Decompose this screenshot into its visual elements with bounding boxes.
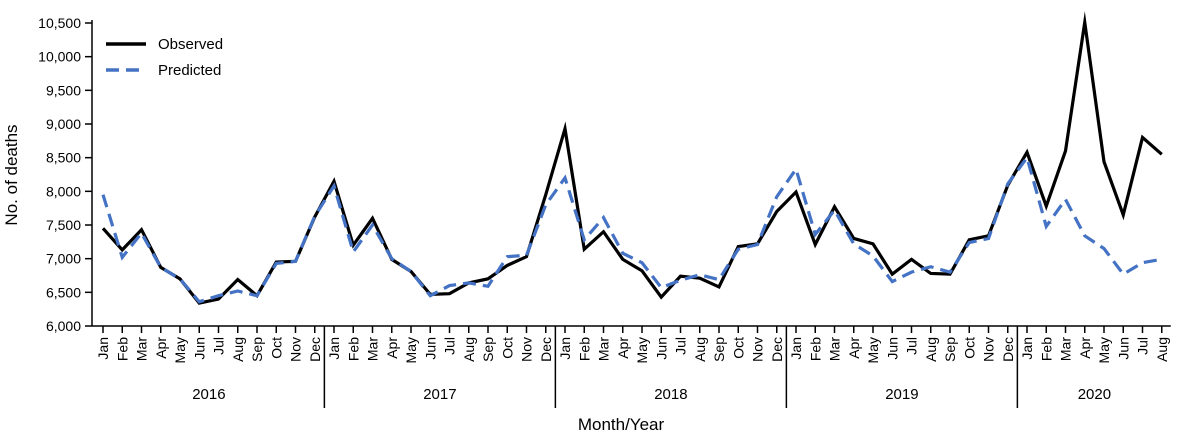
x-tick-label: Mar xyxy=(134,337,150,361)
x-tick-label: Dec xyxy=(769,337,785,362)
x-tick-label: Jan xyxy=(788,337,804,360)
x-tick-label: Apr xyxy=(384,337,400,359)
x-tick-label: Jul xyxy=(673,337,689,355)
x-tick-label: Nov xyxy=(981,337,997,362)
x-tick-label: Apr xyxy=(846,337,862,359)
x-tick-label: May xyxy=(172,337,188,363)
year-label: 2019 xyxy=(885,386,918,403)
x-tick-label: Mar xyxy=(1058,337,1074,361)
x-tick-label: Sep xyxy=(942,337,958,362)
year-label: 2018 xyxy=(654,386,687,403)
year-label: 2020 xyxy=(1078,386,1111,403)
series-layer xyxy=(101,11,1163,305)
x-tick-label: Apr xyxy=(153,337,169,359)
x-axis-title: Month/Year xyxy=(578,415,665,434)
x-tick-label: Feb xyxy=(807,337,823,361)
x-tick-label: Jan xyxy=(95,337,111,360)
x-tick-label: Nov xyxy=(519,337,535,362)
x-tick-label: Jul xyxy=(211,337,227,355)
x-tick-label: Jul xyxy=(442,337,458,355)
year-label: 2016 xyxy=(192,386,225,403)
legend-predicted-label: Predicted xyxy=(158,62,221,79)
y-tick-label: 9,500 xyxy=(46,82,81,98)
x-tick-label: Dec xyxy=(1000,337,1016,362)
series-line-predicted xyxy=(101,154,1163,304)
x-axis: Jan Feb Mar Apr May Jun Jul Aug Sep Oct Nov Dec Jan F… xyxy=(92,325,1171,408)
x-tick-label: Aug xyxy=(1154,337,1170,362)
y-tick-label: 9,000 xyxy=(46,116,81,132)
x-tick-label: Oct xyxy=(961,337,977,359)
x-tick-label: Nov xyxy=(750,337,766,362)
x-tick-label: Jan xyxy=(326,337,342,360)
x-tick-label: Mar xyxy=(596,337,612,361)
x-tick-label: May xyxy=(1096,337,1112,363)
x-tick-label: Mar xyxy=(827,337,843,361)
x-tick-label: Mar xyxy=(365,337,381,361)
y-tick-label: 10,500 xyxy=(38,15,81,31)
y-tick-label: 6,000 xyxy=(46,318,81,334)
x-tick-label: Jun xyxy=(422,337,438,360)
x-tick-label: Aug xyxy=(923,337,939,362)
y-tick-label: 7,500 xyxy=(46,217,81,233)
x-tick-label: Oct xyxy=(499,337,515,359)
y-tick-label: 10,000 xyxy=(38,49,81,65)
x-tick-label: Dec xyxy=(307,337,323,362)
x-tick-label: Jun xyxy=(653,337,669,360)
y-tick-label: 7,000 xyxy=(46,251,81,267)
x-tick-label: Dec xyxy=(538,337,554,362)
y-tick-label: 6,500 xyxy=(46,284,81,300)
x-tick-label: Oct xyxy=(730,337,746,359)
legend: Observed Predicted xyxy=(106,36,223,79)
x-tick-label: Feb xyxy=(1038,337,1054,361)
y-tick-label: 8,500 xyxy=(46,150,81,166)
x-tick-label: Jan xyxy=(557,337,573,360)
x-tick-label: Sep xyxy=(480,337,496,362)
x-tick-label: May xyxy=(403,337,419,363)
x-tick-label: Sep xyxy=(249,337,265,362)
x-tick-label: Feb xyxy=(114,337,130,361)
legend-observed-label: Observed xyxy=(158,36,223,53)
x-tick-label: Nov xyxy=(288,337,304,362)
x-tick-label: Jan xyxy=(1019,337,1035,360)
x-tick-label: Jun xyxy=(884,337,900,360)
x-tick-label: Feb xyxy=(345,337,361,361)
x-tick-label: Sep xyxy=(711,337,727,362)
x-tick-label: Aug xyxy=(230,337,246,362)
x-tick-label: Apr xyxy=(615,337,631,359)
x-tick-label: May xyxy=(634,337,650,363)
x-tick-label: Jul xyxy=(1135,337,1151,355)
x-tick-label: Jul xyxy=(904,337,920,355)
y-tick-label: 8,000 xyxy=(46,183,81,199)
x-tick-label: Apr xyxy=(1077,337,1093,359)
year-label: 2017 xyxy=(423,386,456,403)
x-tick-label: Aug xyxy=(461,337,477,362)
x-tick-label: Feb xyxy=(576,337,592,361)
x-tick-label: May xyxy=(865,337,881,363)
x-tick-label: Jun xyxy=(1115,337,1131,360)
x-tick-label: Jun xyxy=(191,337,207,360)
y-axis-title: No. of deaths xyxy=(2,124,21,225)
series-line-observed xyxy=(101,11,1163,305)
x-tick-label: Aug xyxy=(692,337,708,362)
y-axis: 6,000 6,500 7,000 7,500 8,000 8,500 9,000 9,500… xyxy=(38,15,93,334)
x-tick-label: Oct xyxy=(268,337,284,359)
